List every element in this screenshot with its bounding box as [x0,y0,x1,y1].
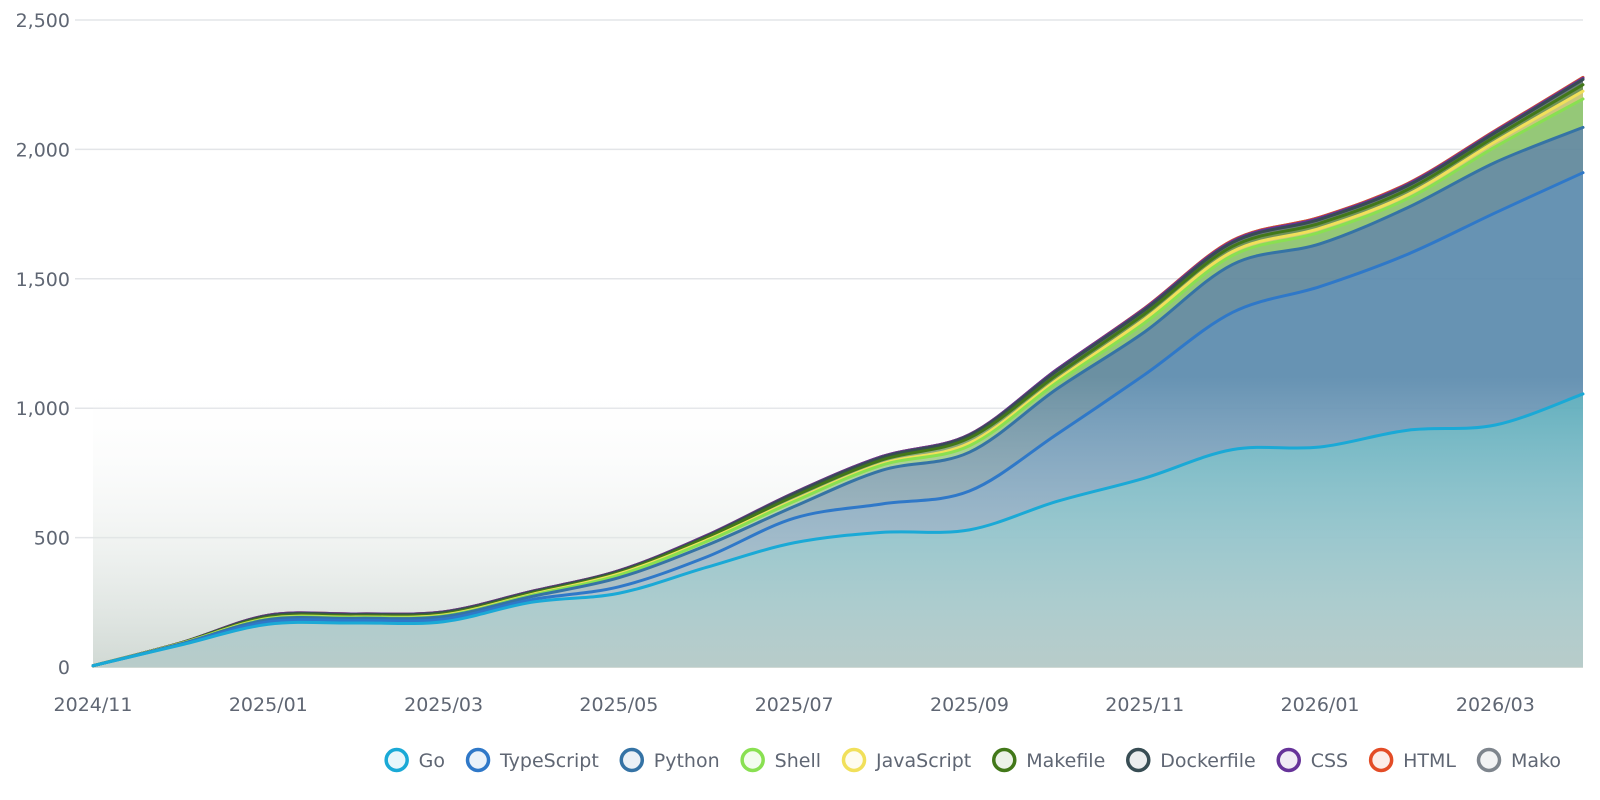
x-tick-label: 2025/07 [755,694,834,716]
legend-marker [465,747,491,773]
line-python [91,125,1585,668]
legend-marker [1368,747,1394,773]
legend-label: TypeScript [499,750,599,772]
y-tick-label: 0 [58,657,70,679]
legend-label: CSS [1311,750,1348,772]
y-tick-label: 2,500 [16,10,70,32]
legend-label: JavaScript [875,750,971,772]
legend-marker [1276,747,1301,773]
legend-item-javascript[interactable]: JavaScript [841,747,972,773]
legend-marker [740,747,765,773]
x-tick-label: 2025/05 [579,694,658,716]
legend-item-makefile[interactable]: Makefile [992,747,1106,773]
x-tick-label: 2025/09 [930,694,1009,716]
legend-item-dockerfile[interactable]: Dockerfile [1126,747,1256,773]
line-typescript [91,171,1585,668]
legend-marker [1476,747,1502,773]
y-tick-label: 2,000 [16,139,70,161]
y-axis: 0 500 1,000 1,500 2,000 2,500 [16,10,70,679]
legend-item-typescript[interactable]: TypeScript [465,747,599,773]
y-tick-label: 1,500 [16,269,70,291]
legend-label: Go [419,750,445,772]
x-tick-label: 2024/11 [54,694,133,716]
y-tick-label: 500 [34,528,70,550]
x-tick-label: 2026/01 [1281,694,1360,716]
legend-label: Shell [775,750,821,772]
legend-item-go[interactable]: Go [384,747,445,773]
legend-marker [619,747,645,773]
legend-item-mako[interactable]: Mako [1476,747,1562,773]
x-tick-label: 2025/03 [404,694,483,716]
legend: Go TypeScript Python Shell JavaScript Makefil… [384,747,1562,773]
x-axis: 2024/11 2025/01 2025/03 2025/05 2025/07 2025/… [54,694,1535,716]
legend-item-html[interactable]: HTML [1368,747,1457,773]
legend-label: Dockerfile [1160,750,1255,772]
legend-marker [384,747,409,773]
series-lines [91,75,1585,668]
x-tick-label: 2025/01 [229,694,308,716]
legend-marker [841,747,867,773]
bottom-fade-overlay [93,20,1583,668]
y-tick-label: 1,000 [16,398,70,420]
legend-item-shell[interactable]: Shell [740,747,821,773]
legend-label: Python [654,750,720,772]
legend-marker [992,747,1017,773]
legend-item-python[interactable]: Python [619,747,720,773]
legend-marker [1126,747,1151,773]
x-tick-label: 2025/11 [1105,694,1184,716]
legend-label: Mako [1511,750,1561,772]
legend-label: HTML [1403,750,1456,772]
x-tick-label: 2026/03 [1456,694,1535,716]
legend-label: Makefile [1026,750,1105,772]
legend-item-css[interactable]: CSS [1276,747,1348,773]
line-go [91,392,1585,668]
